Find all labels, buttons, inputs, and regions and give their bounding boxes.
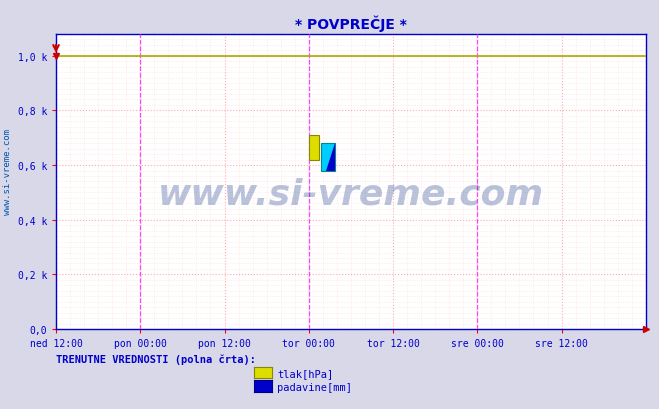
- Text: TRENUTNE VREDNOSTI (polna črta):: TRENUTNE VREDNOSTI (polna črta):: [56, 353, 256, 364]
- Text: tlak[hPa]: tlak[hPa]: [277, 368, 333, 378]
- Text: www.si-vreme.com: www.si-vreme.com: [158, 177, 544, 211]
- Polygon shape: [326, 144, 335, 171]
- Text: padavine[mm]: padavine[mm]: [277, 382, 353, 392]
- Bar: [309, 136, 320, 160]
- Title: * POVPREČJE *: * POVPREČJE *: [295, 16, 407, 32]
- Polygon shape: [321, 144, 335, 171]
- Text: www.si-vreme.com: www.si-vreme.com: [3, 129, 13, 215]
